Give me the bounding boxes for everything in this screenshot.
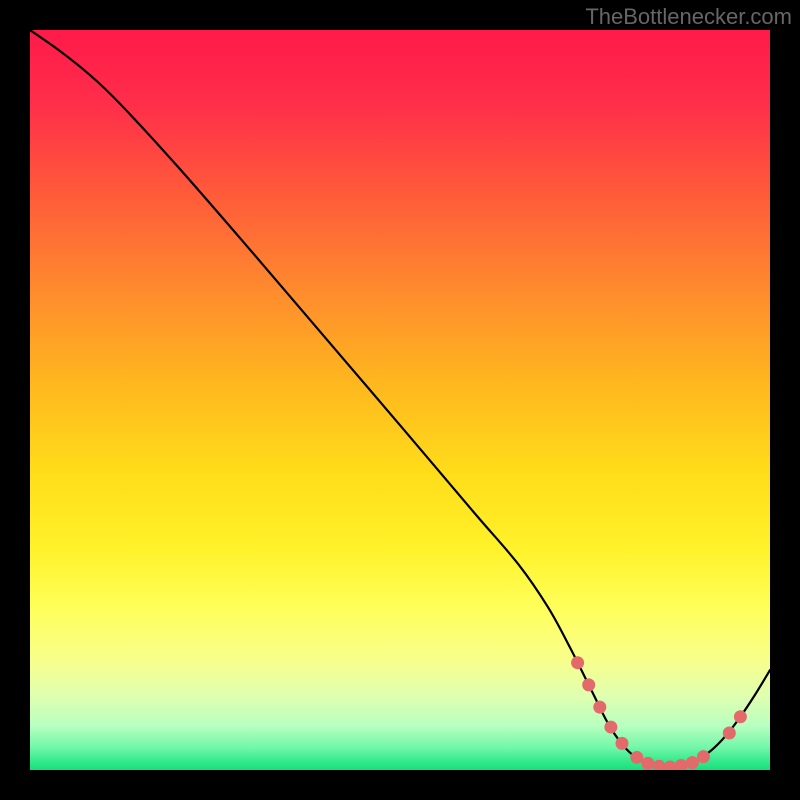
data-marker: [641, 757, 654, 770]
data-marker: [686, 756, 699, 769]
data-marker: [571, 656, 584, 669]
chart-plot-area: [30, 30, 770, 770]
gradient-background: [30, 30, 770, 770]
data-marker: [593, 701, 606, 714]
data-marker: [723, 727, 736, 740]
data-marker: [697, 750, 710, 763]
watermark-text: TheBottlenecker.com: [585, 4, 792, 30]
chart-svg: [30, 30, 770, 770]
data-marker: [582, 678, 595, 691]
data-marker: [734, 710, 747, 723]
data-marker: [616, 737, 629, 750]
data-marker: [604, 721, 617, 734]
data-marker: [630, 751, 643, 764]
